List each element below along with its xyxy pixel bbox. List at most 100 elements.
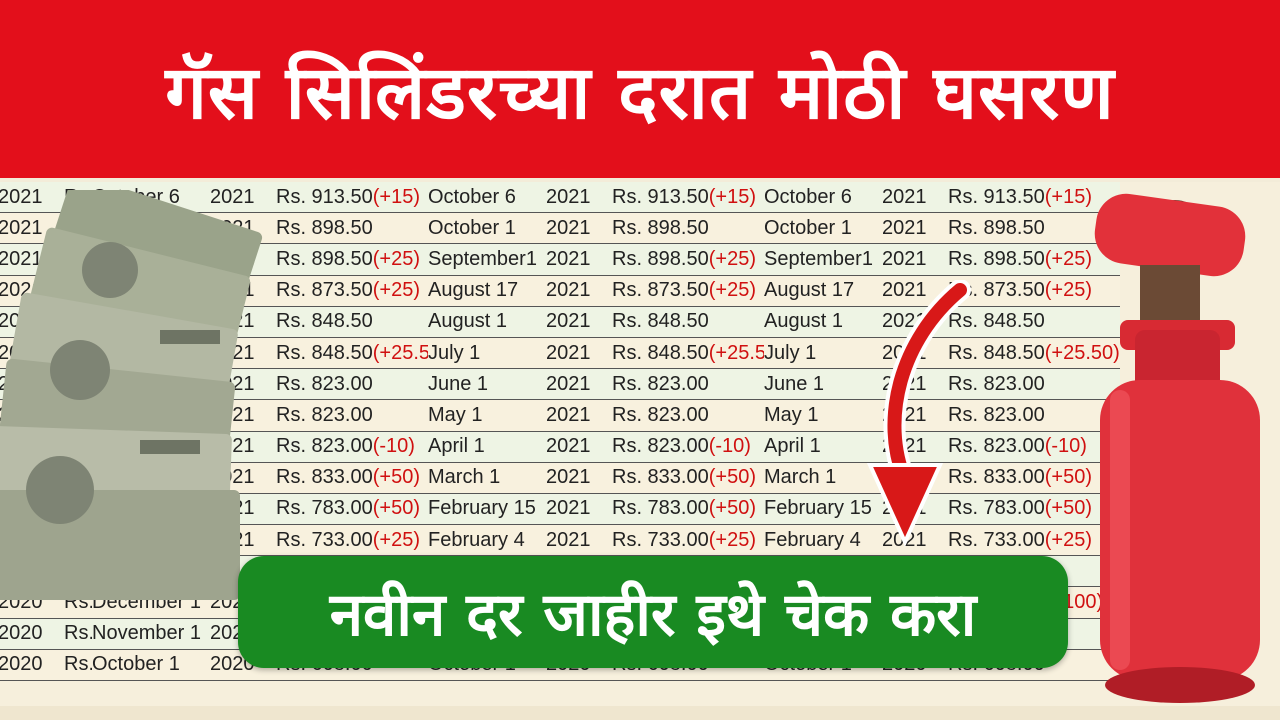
row-year: 2021 [546,497,591,520]
row-price: Rs. 823.00 [948,403,1045,426]
row-year: 2020 [0,622,43,645]
row-change: (-10) [1044,435,1087,458]
table-row: October 6 2021 Rs. 913.50 (+15) [428,182,784,214]
row-change: (+15) [708,185,756,208]
row-date: April 1 [428,435,485,458]
row-change: (+25) [1044,279,1092,302]
down-arrow-icon [866,280,971,547]
row-date: October 6 [764,185,852,208]
row-change: (+50) [1044,466,1092,489]
table-row: May 1 2021 Rs. 823.00 [428,400,784,432]
currency-notes-image [0,190,263,600]
row-date: February 15 [428,497,536,520]
table-row: August 17 2021 Rs. 873.50 (+25) [764,275,1120,307]
row-year: 2021 [546,528,591,551]
row-date: February 15 [764,497,872,520]
row-price: Rs. 783.00 [948,497,1045,520]
row-date: October 1 [428,216,516,239]
row-change: (-10) [708,435,751,458]
table-row: September1 2021 Rs. 898.50 (+25) [764,244,1120,276]
row-price: Rs. 898.50 [948,247,1045,270]
row-date: July 1 [428,341,481,364]
row-price: Rs. 848.50 [276,341,373,364]
table-row: August 17 2021 Rs. 873.50 (+25) [428,275,784,307]
row-change: (+50) [708,497,756,520]
row-year: 2021 [546,247,591,270]
row-date: August 1 [428,310,507,333]
row-price: Rs. 848.50 [612,341,709,364]
row-change: (+50) [1044,497,1092,520]
row-price: Rs. 873.50 [276,279,373,302]
row-price: Rs. 823.00 [276,435,373,458]
row-date: May 1 [428,403,483,426]
row-year: 2021 [546,310,591,333]
row-year: 2021 [546,403,591,426]
row-price: Rs. 848.50 [276,310,373,333]
row-price: Rs. 848.50 [948,341,1045,364]
gas-cylinder-image [1094,193,1260,703]
row-date: October 1 [764,216,852,239]
row-change: (+25) [1044,247,1092,270]
row-date: October 1 [92,653,180,676]
row-price: Rs. 898.50 [276,216,373,239]
row-year: 2021 [546,279,591,302]
row-change: (+25) [372,247,420,270]
row-price: Rs. 873.50 [948,279,1045,302]
row-date: April 1 [764,435,821,458]
row-price: Rs. 848.50 [612,310,709,333]
row-change: (+50) [708,466,756,489]
row-change: (+25) [372,279,420,302]
table-row: October 1 2021 Rs. 898.50 [428,213,784,245]
bottom-strip [0,706,1280,720]
row-price: Rs. 823.00 [276,372,373,395]
row-date: September1 [428,247,537,270]
row-year: 2021 [882,279,927,302]
row-date: August 1 [764,310,843,333]
row-price: Rs. 898.50 [612,216,709,239]
row-date: March 1 [428,466,501,489]
row-date: February 4 [428,528,525,551]
row-year: 2021 [210,185,255,208]
row-price: Rs. 733.00 [276,528,373,551]
row-change: (+25.50) [1044,341,1120,364]
row-price: Rs. 733.00 [612,528,709,551]
row-price: Rs. 823.00 [612,372,709,395]
row-date: June 1 [764,372,825,395]
row-year: 2020 [0,653,43,676]
row-price: Rs. 823.00 [276,403,373,426]
row-price: Rs. 823.00 [612,435,709,458]
row-price: Rs. 823.00 [948,372,1045,395]
row-date: July 1 [764,341,817,364]
row-price: Rs. 873.50 [612,279,709,302]
row-year: 2021 [546,372,591,395]
row-date: June 1 [428,372,489,395]
row-year: 2021 [546,185,591,208]
row-price: Rs. 823.00 [612,403,709,426]
row-price: Rs. 898.50 [612,247,709,270]
table-row: October 1 2021 Rs. 898.50 [764,213,1120,245]
check-rates-label: नवीन दर जाहीर इथे चेक करा [329,580,977,650]
row-date: October 6 [428,185,516,208]
row-year: 2021 [882,185,927,208]
table-row: June 1 2021 Rs. 823.00 [428,369,784,401]
row-change: (+15) [1044,185,1092,208]
check-rates-button[interactable]: नवीन दर जाहीर इथे चेक करा [238,556,1068,668]
row-year: 2021 [882,247,927,270]
row-price: Rs. 833.00 [948,466,1045,489]
row-year: 2021 [546,341,591,364]
row-price: Rs. 833.00 [276,466,373,489]
table-row: September1 2021 Rs. 898.50 (+25) [428,244,784,276]
row-year: 2021 [546,466,591,489]
row-price: Rs. 733.00 [948,528,1045,551]
row-price: Rs. 898.50 [948,216,1045,239]
table-row: August 1 2021 Rs. 848.50 [428,306,784,338]
row-date: August 17 [764,279,855,302]
row-date: May 1 [764,403,819,426]
row-year: 2021 [0,185,43,208]
row-change: (+50) [372,466,420,489]
